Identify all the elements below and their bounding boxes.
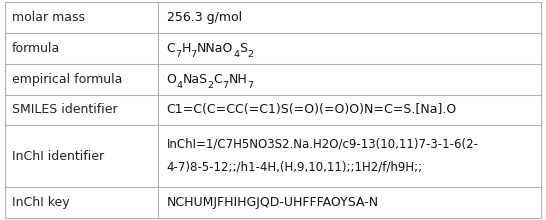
Text: O: O [167, 73, 176, 86]
Text: C: C [167, 42, 175, 55]
Text: 7: 7 [175, 50, 181, 59]
Text: NH: NH [228, 73, 247, 86]
Text: H: H [181, 42, 191, 55]
Text: 4: 4 [233, 50, 239, 59]
Text: 7: 7 [247, 81, 253, 90]
Text: NCHUMJFHIHGJQD-UHFFFAOYSA-N: NCHUMJFHIHGJQD-UHFFFAOYSA-N [167, 196, 378, 209]
Text: 7: 7 [222, 81, 228, 90]
Text: InChI identifier: InChI identifier [12, 150, 104, 163]
Text: formula: formula [12, 42, 60, 55]
Text: InChI key: InChI key [12, 196, 69, 209]
Text: 4: 4 [176, 81, 182, 90]
Text: S: S [239, 42, 247, 55]
Text: 4-7)8-5-12;;/h1-4H,(H,9,10,11);;1H2/f/h9H;;: 4-7)8-5-12;;/h1-4H,(H,9,10,11);;1H2/f/h9… [167, 161, 423, 174]
Text: C: C [213, 73, 222, 86]
Text: C1=C(C=CC(=C1)S(=O)(=O)O)N=C=S.[Na].O: C1=C(C=CC(=C1)S(=O)(=O)O)N=C=S.[Na].O [167, 103, 457, 117]
Text: 7: 7 [191, 50, 197, 59]
Text: NaS: NaS [182, 73, 207, 86]
Text: InChI=1/C7H5NO3S2.Na.H2O/c9-13(10,11)7-3-1-6(2-: InChI=1/C7H5NO3S2.Na.H2O/c9-13(10,11)7-3… [167, 137, 478, 150]
Text: SMILES identifier: SMILES identifier [12, 103, 117, 117]
Text: 2: 2 [247, 50, 253, 59]
Text: empirical formula: empirical formula [12, 73, 122, 86]
Text: molar mass: molar mass [12, 11, 85, 24]
Text: 2: 2 [207, 81, 213, 90]
Text: 256.3 g/mol: 256.3 g/mol [167, 11, 242, 24]
Text: NNaO: NNaO [197, 42, 233, 55]
